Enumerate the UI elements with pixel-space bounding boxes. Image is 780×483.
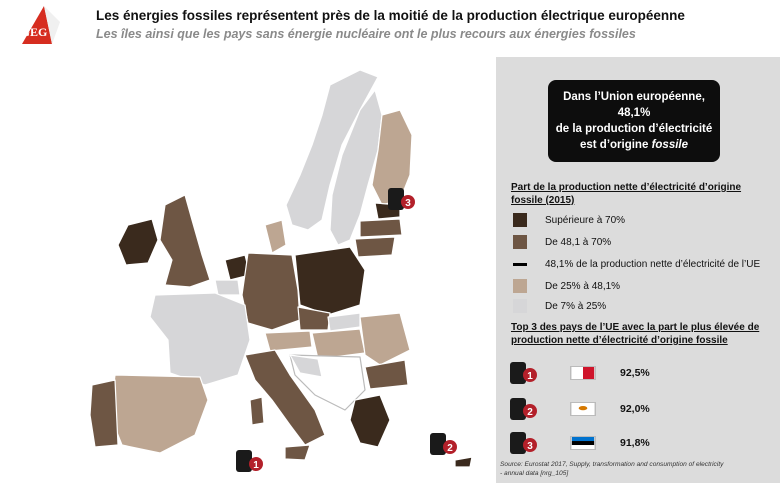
legend-title: Part de la production nette d’électricit… xyxy=(511,181,741,207)
germany-region xyxy=(241,252,301,331)
norway-region xyxy=(285,69,379,231)
legend-item-48-70: De 48,1 à 70% xyxy=(513,234,611,250)
callout-line2: 48,1% xyxy=(617,107,651,119)
portugal-region xyxy=(89,379,119,448)
top3-rank: 3 xyxy=(527,441,533,452)
map-marker-malta: 1 xyxy=(236,450,263,472)
europe-map: 1 2 3 xyxy=(89,69,473,472)
top3-rank: 2 xyxy=(527,407,533,418)
top3-title-line1: Top 3 des pays de l’UE avec la part le p… xyxy=(511,322,760,333)
cyprus-region xyxy=(454,456,473,468)
legend-swatch xyxy=(513,279,527,293)
cyprus-flag xyxy=(570,402,596,416)
geg-logo: GEG xyxy=(21,6,60,44)
callout-line1: Dans l’Union européenne, xyxy=(563,91,705,103)
malta-flag xyxy=(570,366,596,380)
oil-barrel-icon: 2 xyxy=(510,398,537,420)
romania-region xyxy=(359,312,411,366)
italy-region xyxy=(244,349,326,446)
czech-region xyxy=(297,306,331,331)
top3-title-line2: production nette d’électricité d’origine… xyxy=(511,335,728,346)
legend-title-line2: fossile (2015) xyxy=(511,195,575,206)
logo-text: GEG xyxy=(21,25,48,39)
top3-row-2: 2 92,0% xyxy=(508,396,650,422)
page-subtitle: Les îles ainsi que les pays sans énergie… xyxy=(96,27,636,41)
legend-label: 48,1% de la production nette d’électrici… xyxy=(545,258,761,270)
ireland-region xyxy=(117,218,159,266)
source-note: Source: Eurostat 2017, Supply, transform… xyxy=(500,460,778,478)
legend-title-line1: Part de la production nette d’électricit… xyxy=(511,182,742,193)
top3-value: 92,5% xyxy=(620,367,650,379)
legend-label: De 25% à 48,1% xyxy=(545,280,621,292)
legend-swatch xyxy=(513,235,527,249)
legend-label: De 48,1 à 70% xyxy=(545,236,612,248)
page-title: Les énergies fossiles représentent près … xyxy=(96,8,685,23)
source-line1: Source: Eurostat 2017, Supply, transform… xyxy=(500,461,724,468)
legend-item-eu-average: 48,1% de la production nette d’électrici… xyxy=(513,256,760,272)
uk-region xyxy=(159,194,211,288)
eu-callout: Dans l’Union européenne, 48,1% de la pro… xyxy=(548,80,720,162)
callout-line4-prefix: est d’origine xyxy=(579,139,652,151)
marker-rank: 1 xyxy=(253,460,259,471)
map-marker-estonia: 3 xyxy=(388,188,415,210)
sicily-region xyxy=(284,444,311,461)
top3-row-3: 3 91,8% xyxy=(508,430,650,456)
legend-label: Supérieure à 70% xyxy=(545,214,626,226)
legend-line xyxy=(513,262,527,266)
sardinia-region xyxy=(249,396,265,426)
estonia-flag xyxy=(570,436,596,450)
marker-rank: 2 xyxy=(447,443,453,454)
callout-line4-emph: fossile xyxy=(651,139,688,151)
sweden-region xyxy=(329,89,383,246)
top3-value: 92,0% xyxy=(620,403,650,415)
callout-line3: de la production d’électricité xyxy=(555,123,713,135)
bulgaria-region xyxy=(364,359,409,390)
latvia-region xyxy=(359,218,403,238)
oil-barrel-icon: 3 xyxy=(510,432,537,454)
top3-title: Top 3 des pays de l’UE avec la part le p… xyxy=(511,321,759,347)
map-marker-cyprus: 2 xyxy=(430,433,457,455)
hungary-region xyxy=(311,328,366,360)
austria-region xyxy=(264,330,313,352)
legend-item-25-48: De 25% à 48,1% xyxy=(513,278,620,294)
poland-region xyxy=(294,246,366,316)
greece-region xyxy=(349,394,391,448)
france-region xyxy=(149,292,251,386)
legend-swatch xyxy=(513,299,527,313)
legend-label: De 7% à 25% xyxy=(545,300,607,312)
denmark-region xyxy=(264,219,287,254)
marker-rank: 3 xyxy=(405,198,411,209)
top3-value: 91,8% xyxy=(620,437,650,449)
legend-item-7-25: De 7% à 25% xyxy=(513,298,606,314)
belgium-region xyxy=(214,279,241,296)
top3-rank: 1 xyxy=(527,371,533,382)
spain-region xyxy=(109,374,209,454)
callout-line4: est d’origine fossile xyxy=(548,137,720,153)
legend-swatch xyxy=(513,213,527,227)
source-line2: - annual data [nrg_105] xyxy=(500,470,569,477)
slovakia-region xyxy=(327,312,361,332)
top3-row-1: 1 92,5% xyxy=(508,360,650,386)
lithuania-region xyxy=(354,236,396,258)
legend-item-over-70: Supérieure à 70% xyxy=(513,212,625,228)
oil-barrel-icon: 1 xyxy=(510,362,537,384)
croatia-region xyxy=(289,354,323,378)
